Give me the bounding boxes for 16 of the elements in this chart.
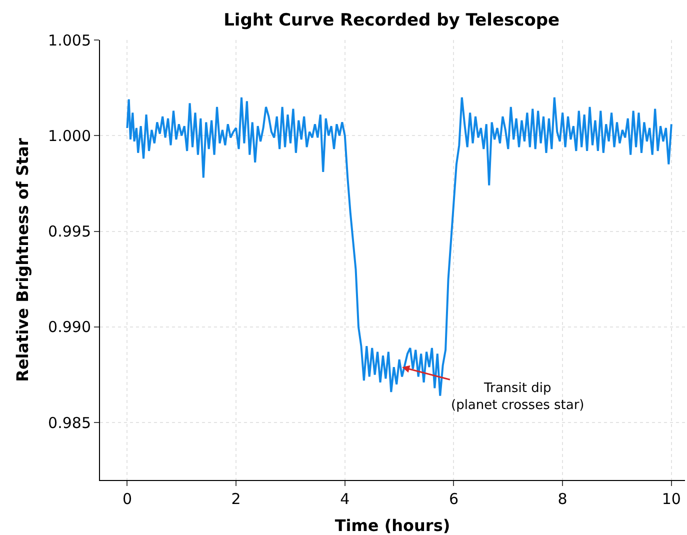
x-axis-title: Time (hours) bbox=[334, 516, 450, 535]
x-tick-label: 8 bbox=[558, 490, 568, 508]
y-tick-label: 1.000 bbox=[48, 126, 91, 145]
x-tick-label: 0 bbox=[122, 490, 132, 508]
x-tick-label: 4 bbox=[340, 490, 350, 508]
x-tick-label: 6 bbox=[448, 490, 458, 508]
line-series bbox=[126, 96, 672, 397]
y-tick-label: 0.995 bbox=[48, 222, 91, 241]
y-tick-label: 0.990 bbox=[48, 318, 91, 336]
y-tick-label: 1.005 bbox=[48, 31, 91, 50]
annotation: Transit dip (planet crosses star) bbox=[451, 381, 584, 413]
x-tick-label: 10 bbox=[662, 490, 681, 508]
y-axis-title: Relative Brightness of Star bbox=[12, 138, 32, 382]
y-tick-label: 0.985 bbox=[48, 414, 91, 432]
x-tick-label: 2 bbox=[231, 490, 241, 508]
chart-title: Light Curve Recorded by Telescope bbox=[224, 10, 560, 30]
